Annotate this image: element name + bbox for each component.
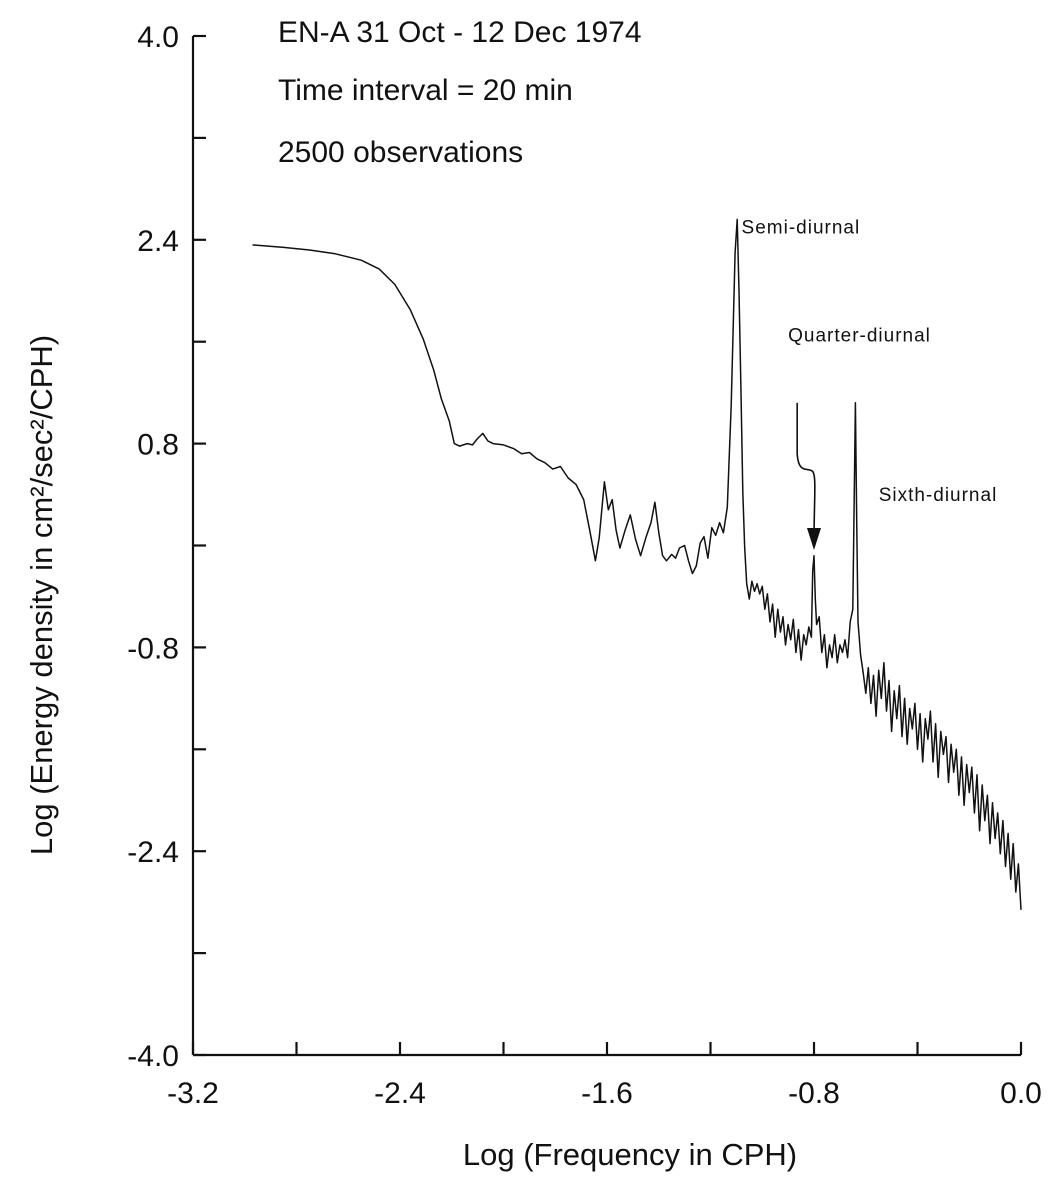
- annotations: Semi-diurnal Quarter-diurnal Sixth-diurnal: [742, 217, 998, 551]
- semi-diurnal-label: Semi-diurnal: [742, 217, 861, 238]
- y-axis-title: Log (Energy density in cm²/sec²/CPH): [24, 335, 59, 855]
- series: [252, 218, 1022, 910]
- chart-header: EN-A 31 Oct - 12 Dec 1974 Time interval …: [278, 16, 642, 169]
- sixth-diurnal-label: Sixth-diurnal: [879, 485, 998, 506]
- quarter-diurnal-label: Quarter-diurnal: [788, 326, 931, 347]
- x-tick-label: 0.0: [1000, 1077, 1042, 1110]
- y-tick-label: -0.8: [127, 632, 179, 665]
- x-tick-label: -1.6: [581, 1077, 633, 1110]
- x-tick-label: -2.4: [374, 1077, 426, 1110]
- spectrum-line: [252, 218, 1022, 910]
- y-tick-label: 0.8: [137, 429, 179, 462]
- header-line-1: EN-A 31 Oct - 12 Dec 1974: [278, 16, 642, 49]
- quarter-diurnal-arrowhead: [807, 528, 821, 551]
- y-tick-label: -4.0: [127, 1040, 179, 1073]
- y-tick-label: 4.0: [137, 21, 179, 54]
- x-axis-title: Log (Frequency in CPH): [463, 1137, 797, 1172]
- y-tick-label: 2.4: [137, 225, 179, 258]
- header-line-3: 2500 observations: [278, 136, 523, 169]
- y-tick-label: -2.4: [127, 836, 179, 869]
- x-tick-label: -0.8: [788, 1077, 840, 1110]
- quarter-diurnal-pointer: [796, 402, 816, 543]
- x-tick-label: -3.2: [167, 1077, 219, 1110]
- header-line-2: Time interval = 20 min: [278, 74, 573, 107]
- axes: 4.0 2.4 0.8 -0.8 -2.4 -4.0 -3.2 -2.4 -1.6 -0.8 0.0: [127, 21, 1042, 1110]
